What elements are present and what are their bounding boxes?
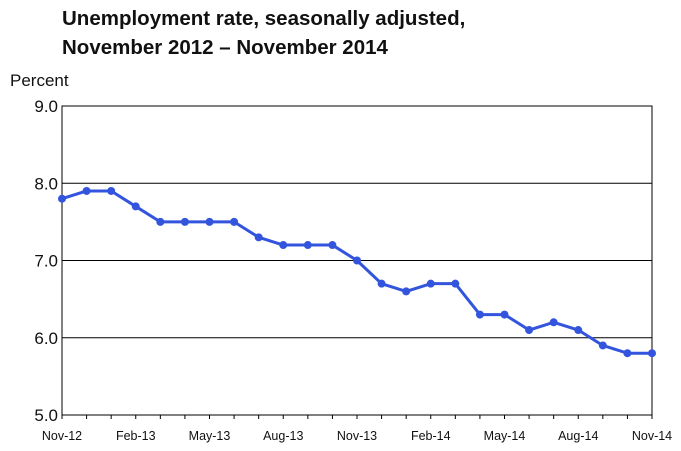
data-point <box>82 186 91 195</box>
x-tick-label: Aug-13 <box>263 429 303 443</box>
x-tick-label: May-14 <box>484 429 526 443</box>
data-point <box>180 217 189 226</box>
x-tick-label: Feb-14 <box>411 429 451 443</box>
data-point <box>648 349 656 358</box>
data-point <box>402 287 411 296</box>
x-tick-label: Feb-13 <box>116 429 156 443</box>
data-point <box>156 217 165 226</box>
data-point <box>58 194 66 203</box>
x-tick-label: Nov-13 <box>337 429 377 443</box>
data-point <box>475 310 484 319</box>
series-unemployment-rate <box>58 186 656 358</box>
data-point <box>353 256 361 265</box>
data-point <box>205 217 214 226</box>
y-tick-label: 5.0 <box>34 406 58 425</box>
x-axis-tick-labels: Nov-12 Feb-13 May-13 Aug-13 Nov-13 Feb-14 May-… <box>42 429 672 443</box>
series-line <box>61 189 652 355</box>
data-point <box>426 279 435 288</box>
data-point <box>303 241 312 250</box>
plot-frame <box>61 105 653 416</box>
y-tick-label: 6.0 <box>34 329 58 348</box>
data-point <box>279 241 288 250</box>
data-point <box>230 217 239 226</box>
y-tick-label: 7.0 <box>34 252 58 271</box>
chart-title: Unemployment rate, seasonally adjusted, … <box>62 4 465 62</box>
data-point <box>328 241 337 250</box>
data-point <box>500 310 509 319</box>
x-tick-label: Nov-12 <box>42 429 82 443</box>
data-point <box>131 202 140 211</box>
data-point <box>377 279 386 288</box>
data-point <box>451 279 460 288</box>
data-point <box>549 318 558 327</box>
x-tick-label: May-13 <box>189 429 231 443</box>
data-point <box>598 341 607 350</box>
x-tick-label: Nov-14 <box>632 429 672 443</box>
y-axis-label: Percent <box>10 71 69 90</box>
data-point <box>254 233 263 242</box>
chart-title-line-2: November 2012 – November 2014 <box>62 36 388 59</box>
data-point <box>525 326 534 335</box>
data-point <box>574 326 583 335</box>
data-point <box>107 186 116 195</box>
chart-title-line-1: Unemployment rate, seasonally adjusted, <box>62 7 466 30</box>
y-tick-label: 9.0 <box>34 97 58 116</box>
x-axis-ticks <box>61 415 653 419</box>
y-axis-tick-labels: 9.0 8.0 7.0 6.0 5.0 <box>34 97 58 425</box>
x-tick-label: Aug-14 <box>558 429 598 443</box>
data-point <box>623 349 632 358</box>
y-tick-label: 8.0 <box>34 174 58 193</box>
